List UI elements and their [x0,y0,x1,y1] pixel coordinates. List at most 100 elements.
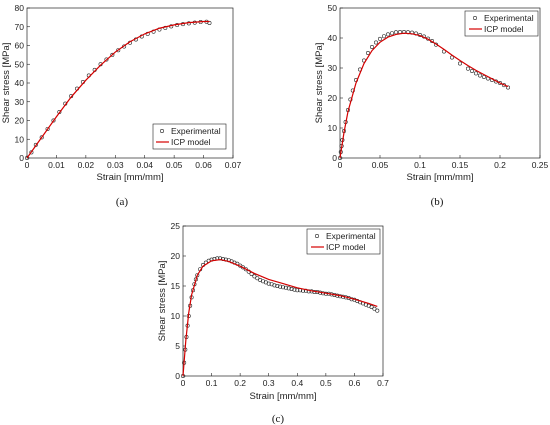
legend-label-icp-model: ICP model [171,137,211,147]
y-tick-label: 5 [175,341,180,351]
x-tick-label: 0 [25,160,30,170]
x-tick-label: 0.3 [263,378,275,388]
icp-model-line [26,20,210,159]
tick-labels: 0 0.05 0.1 0.15 0.2 0.25 0 10 20 30 40 50 [328,3,549,170]
series-layer [24,19,212,161]
y-tick-label: 50 [328,3,338,13]
experimental-point [505,85,510,90]
experimental-point [272,283,277,288]
experimental-point [104,57,109,62]
y-tick-label: 70 [15,22,25,32]
y-tick-label: 20 [171,251,181,261]
x-tick-label: 0.1 [414,160,426,170]
legend-label-icp-model: ICP model [484,24,524,34]
experimental-point [365,50,370,55]
experimental-point [469,69,474,74]
y-tick-label: 20 [328,93,338,103]
y-tick-label: 10 [328,123,338,133]
y-tick-label: 25 [171,221,181,231]
series-layer [337,29,510,161]
y-tick-label: 40 [15,78,25,88]
x-tick-label: 0.01 [48,160,65,170]
y-tick-label: 10 [171,311,181,321]
tick-labels: 0 0.01 0.02 0.03 0.04 0.05 0.06 0.07 0 10 20 30 40 50… [15,3,242,170]
legend-box [464,10,539,37]
x-tick-label: 0.05 [372,160,389,170]
experimental-point [369,44,374,49]
x-tick-label: 0.4 [291,378,303,388]
panel-label: (c) [272,413,285,425]
experimental-point [39,135,44,140]
experimental-point [481,75,486,80]
panel-label: (a) [116,196,129,208]
x-tick-label: 0.25 [532,160,549,170]
experimental-point [24,156,29,161]
y-tick-label: 40 [328,33,338,43]
experimental-point [266,281,271,286]
legend-box [152,123,227,150]
experimental-point [477,73,482,78]
y-tick-label: 60 [15,41,25,51]
experimental-point [289,286,294,291]
experimental-point [457,61,462,66]
experimental-point [278,284,283,289]
experimental-point [473,71,478,76]
experimental-point [381,34,386,39]
experimental-point [255,276,260,281]
y-tick-label: 50 [15,59,25,69]
series-layer [181,256,380,378]
y-tick-label: 30 [328,63,338,73]
tick-labels: 0 0.1 0.2 0.3 0.4 0.5 0.6 0.7 0 5 10 15 20 25 [171,221,390,388]
y-tick-label: 0 [175,371,180,381]
experimental-point [280,285,285,290]
experimental-point [369,304,374,309]
experimental-point [295,288,300,293]
experimental-point [275,283,280,288]
legend-label-experimental: Experimental [484,13,534,23]
experimental-point [286,286,291,291]
x-tick-label: 0 [181,378,186,388]
experimental-point [377,36,382,41]
x-axis-label: Strain [mm/mm] [406,172,473,183]
legend-marker-experimental [472,15,477,20]
chart-panel-b: 0 0.05 0.1 0.15 0.2 0.25 0 10 20 30 40 50 Strain [m… [314,3,549,208]
y-tick-label: 0 [332,153,337,163]
experimental-point [465,66,470,71]
experimental-point [292,287,297,292]
x-tick-label: 0.15 [452,160,469,170]
x-tick-label: 0 [338,160,343,170]
experimental-point [110,52,115,57]
x-tick-label: 0.07 [225,160,242,170]
y-tick-label: 15 [171,281,181,291]
x-tick-label: 0.2 [234,378,246,388]
legend-marker-experimental [314,234,319,239]
icp-model-line [339,32,509,159]
y-tick-label: 0 [19,153,24,163]
y-axis-label: Shear stress [MPa] [1,43,12,124]
experimental-point [389,31,394,36]
legend-label-experimental: Experimental [171,126,221,136]
legend: Experimental ICP model [464,10,539,37]
x-axis-label: Strain [mm/mm] [96,172,163,183]
x-tick-label: 0.2 [494,160,506,170]
x-tick-label: 0.7 [377,378,389,388]
panel-label: (b) [431,196,444,208]
x-axis-label: Strain [mm/mm] [249,391,316,402]
experimental-point [51,118,56,123]
y-axis-label: Shear stress [MPa] [314,43,325,124]
experimental-point [283,285,288,290]
experimental-point [29,150,34,155]
y-tick-label: 20 [15,116,25,126]
chart-panel-a: 0 0.01 0.02 0.03 0.04 0.05 0.06 0.07 0 10 20 30 40 50… [1,3,242,208]
x-tick-label: 0.04 [136,160,153,170]
x-tick-label: 0.6 [349,378,361,388]
experimental-point [372,306,377,311]
experimental-point [375,308,380,313]
experimental-point [243,267,248,272]
x-tick-label: 0.1 [206,378,218,388]
experimental-point [45,126,50,131]
legend-label-experimental: Experimental [326,231,376,241]
y-tick-label: 10 [15,134,25,144]
experimental-point [373,40,378,45]
